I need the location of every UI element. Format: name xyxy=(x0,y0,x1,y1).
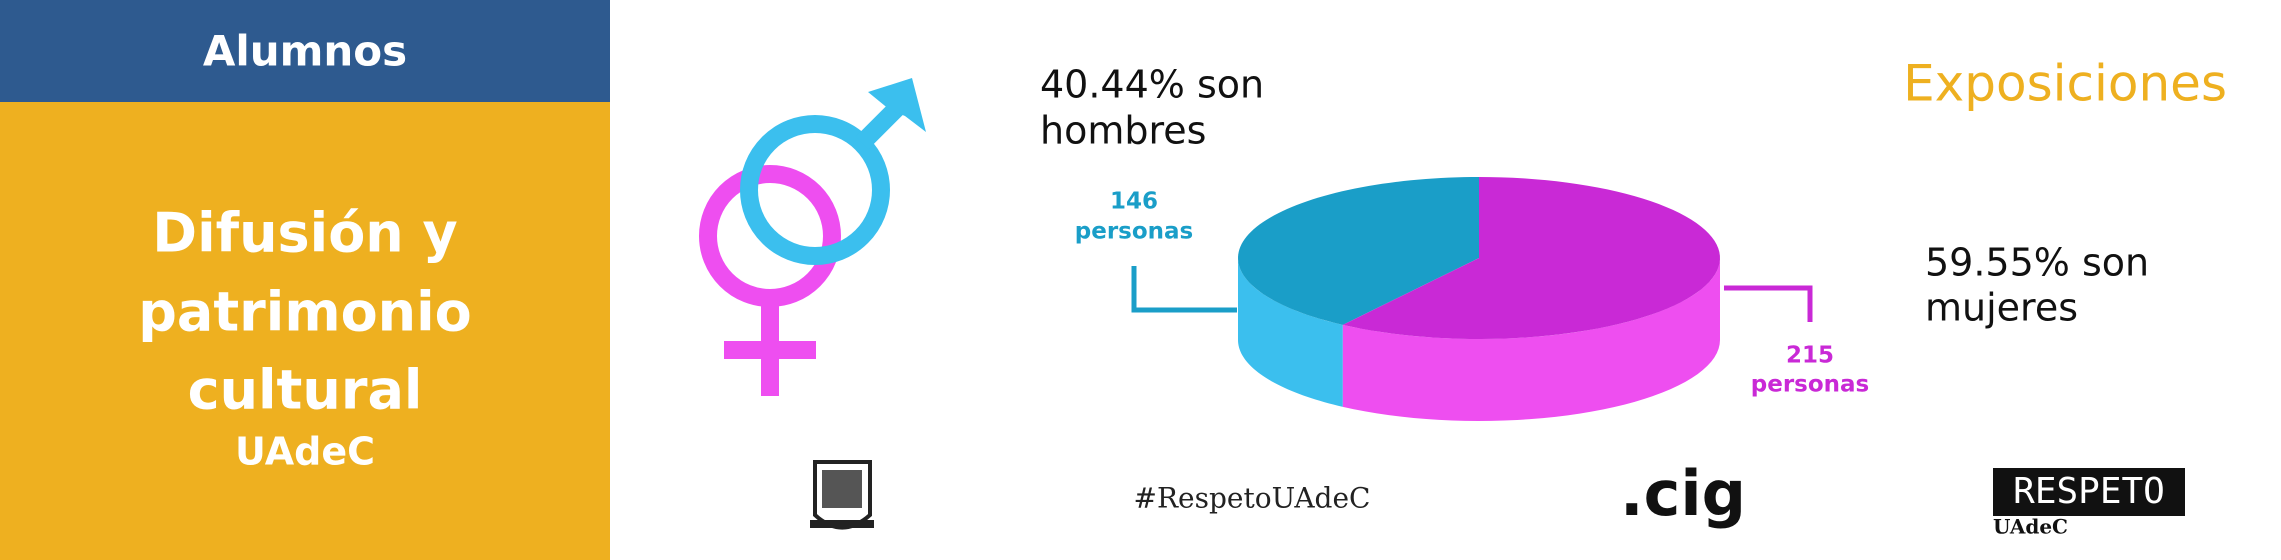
male-circle xyxy=(740,115,890,265)
annotation: mujeres xyxy=(1925,286,2078,330)
pie-slice-side xyxy=(1238,258,1343,407)
leader-line xyxy=(1724,285,1813,322)
crest-logo xyxy=(810,460,874,530)
respeto-logo: RESPETO xyxy=(2013,471,2165,512)
pie-slice xyxy=(1342,177,1720,339)
value-label: personas xyxy=(1075,219,1193,245)
gender-icon xyxy=(699,78,926,396)
value-label: 146 xyxy=(1110,189,1158,215)
respeto-box xyxy=(1993,468,2185,516)
sidebar-title: Difusión y xyxy=(152,202,457,265)
sidebar-title: patrimonio xyxy=(138,281,471,344)
sidebar-header-band xyxy=(0,0,610,102)
sidebar-band xyxy=(0,102,610,560)
male-arrow xyxy=(868,78,926,132)
value-label: 215 xyxy=(1786,343,1834,369)
leader-line xyxy=(1131,266,1237,313)
pie xyxy=(1238,177,1720,421)
sidebar-subtitle: UAdeC xyxy=(235,430,375,474)
hashtag: #RespetoUAdeC xyxy=(1134,482,1371,515)
respeto-sub: UAdeC xyxy=(1993,515,2068,539)
pie-slice xyxy=(1238,177,1479,325)
sidebar-title: cultural xyxy=(188,359,423,422)
annotation: hombres xyxy=(1040,109,1206,153)
cig-logo: .cig xyxy=(1620,457,1746,530)
sidebar-header: Alumnos xyxy=(203,27,407,76)
chart-title: Exposiciones xyxy=(1903,55,2227,113)
annotation: 40.44% son xyxy=(1040,63,1264,107)
pie-slice-side xyxy=(1342,258,1720,421)
annotation: 59.55% son xyxy=(1925,241,2149,285)
value-label: personas xyxy=(1751,372,1869,398)
